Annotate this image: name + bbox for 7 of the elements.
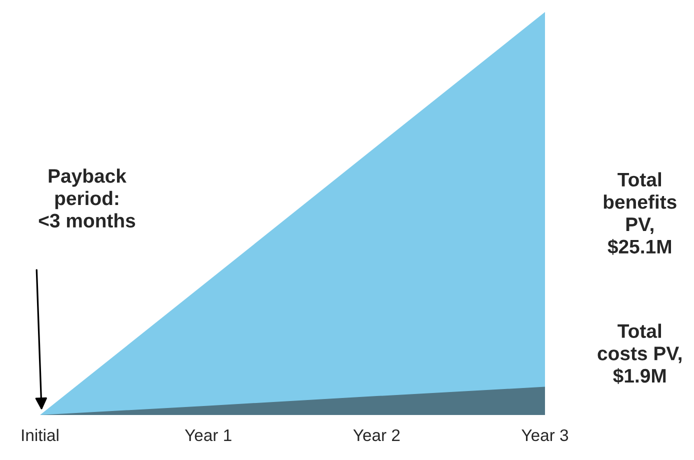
x-tick-label: Year 2 (353, 429, 400, 442)
x-tick-label: Year 3 (522, 429, 568, 442)
x-tick-label: Initial (22, 428, 58, 442)
annotation: Total benefits PV, $25.1M (604, 172, 676, 255)
annotation: Total costs PV, $1.9M (598, 324, 682, 384)
annotation: Payback period: <3 months (38, 168, 136, 228)
x-tick-label: Year 1 (184, 430, 232, 442)
